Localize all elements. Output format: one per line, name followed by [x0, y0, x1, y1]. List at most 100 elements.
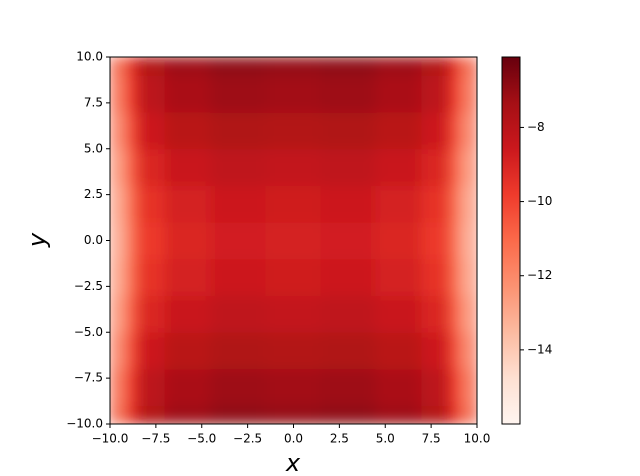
heat-cell	[114, 368, 125, 407]
heat-cell	[114, 148, 125, 186]
heat-cell	[320, 295, 377, 333]
heat-cell	[123, 368, 139, 407]
heat-cell	[375, 368, 423, 407]
x-tick-label: 2.5	[330, 432, 349, 446]
heat-cell	[421, 57, 450, 76]
heat-cell	[471, 368, 477, 407]
heat-cell	[265, 405, 322, 424]
heat-cell	[164, 74, 212, 113]
heat-cell	[265, 184, 322, 223]
heat-cell	[164, 295, 212, 333]
x-tick-label: −2.5	[233, 432, 262, 446]
heat-cell	[421, 295, 450, 333]
colorbar-tick-label: −10	[527, 194, 552, 208]
heat-cell	[265, 295, 322, 333]
heat-cell	[114, 74, 125, 113]
y-tick-label: −7.5	[74, 371, 103, 385]
heat-cell	[375, 184, 423, 223]
heat-cell	[210, 331, 267, 370]
heat-cell	[123, 258, 139, 297]
heat-cell	[421, 258, 450, 297]
colorbar-tick-label: −14	[527, 342, 552, 356]
heat-cell	[210, 184, 267, 223]
heat-cell	[137, 57, 166, 76]
heat-cell	[265, 221, 322, 260]
heat-cell	[471, 405, 477, 424]
heat-cell	[110, 331, 116, 370]
heat-cell	[210, 368, 267, 407]
heat-cell	[375, 295, 423, 333]
heat-cell	[114, 57, 125, 76]
heat-cell	[265, 111, 322, 150]
x-tick-label: 5.0	[376, 432, 395, 446]
heat-cell	[421, 111, 450, 150]
heat-cell	[320, 111, 377, 150]
heat-cell	[462, 111, 473, 150]
heat-cell	[375, 111, 423, 150]
heat-cell	[114, 221, 125, 260]
heat-cell	[421, 74, 450, 113]
heat-cell	[114, 111, 125, 150]
heat-cell	[210, 405, 267, 424]
heat-cell	[110, 148, 116, 186]
heat-cell	[114, 331, 125, 370]
y-tick-label: −5.0	[74, 325, 103, 339]
heat-cell	[210, 111, 267, 150]
heat-cell	[462, 331, 473, 370]
heat-cell	[164, 184, 212, 223]
heat-cell	[114, 295, 125, 333]
heat-cell	[110, 57, 116, 76]
x-tick-label: −10.0	[92, 432, 129, 446]
heat-cell	[123, 221, 139, 260]
heat-cell	[164, 57, 212, 76]
heat-cell	[265, 148, 322, 186]
heat-cell	[421, 148, 450, 186]
heat-cell	[448, 111, 464, 150]
heat-cell	[448, 258, 464, 297]
heat-cell	[137, 148, 166, 186]
heat-cell	[375, 57, 423, 76]
heat-cell	[421, 331, 450, 370]
heat-cell	[471, 111, 477, 150]
x-axis-label: x	[285, 449, 301, 476]
heat-cell	[462, 148, 473, 186]
heat-cell	[448, 295, 464, 333]
heat-cell	[110, 111, 116, 150]
y-tick-label: 5.0	[84, 141, 103, 155]
heat-cell	[265, 74, 322, 113]
heat-cell	[210, 74, 267, 113]
heat-cell	[164, 221, 212, 260]
heat-cell	[137, 405, 166, 424]
heat-cell	[123, 331, 139, 370]
heat-cell	[462, 57, 473, 76]
heat-cell	[471, 148, 477, 186]
heat-cell	[448, 148, 464, 186]
heat-cell	[320, 258, 377, 297]
heat-cell	[210, 258, 267, 297]
colorbar-tick-label: −12	[527, 268, 552, 282]
heat-cell	[123, 184, 139, 223]
heat-cell	[110, 295, 116, 333]
heat-cell	[210, 57, 267, 76]
heat-cell	[110, 258, 116, 297]
heat-cell	[471, 184, 477, 223]
heat-cell	[471, 74, 477, 113]
heat-cell	[320, 368, 377, 407]
heat-cell	[110, 74, 116, 113]
heat-cell	[462, 405, 473, 424]
heat-cell	[421, 184, 450, 223]
heat-cell	[123, 111, 139, 150]
heat-cell	[448, 368, 464, 407]
heat-cell	[320, 221, 377, 260]
heat-cell	[123, 405, 139, 424]
heat-cell	[375, 405, 423, 424]
heat-cell	[210, 148, 267, 186]
heat-cell	[164, 331, 212, 370]
heat-cell	[164, 368, 212, 407]
colorbar-tick-label: −8	[527, 120, 545, 134]
heat-cell	[320, 57, 377, 76]
heat-cell	[210, 221, 267, 260]
heat-cell	[137, 331, 166, 370]
heat-cell	[114, 184, 125, 223]
